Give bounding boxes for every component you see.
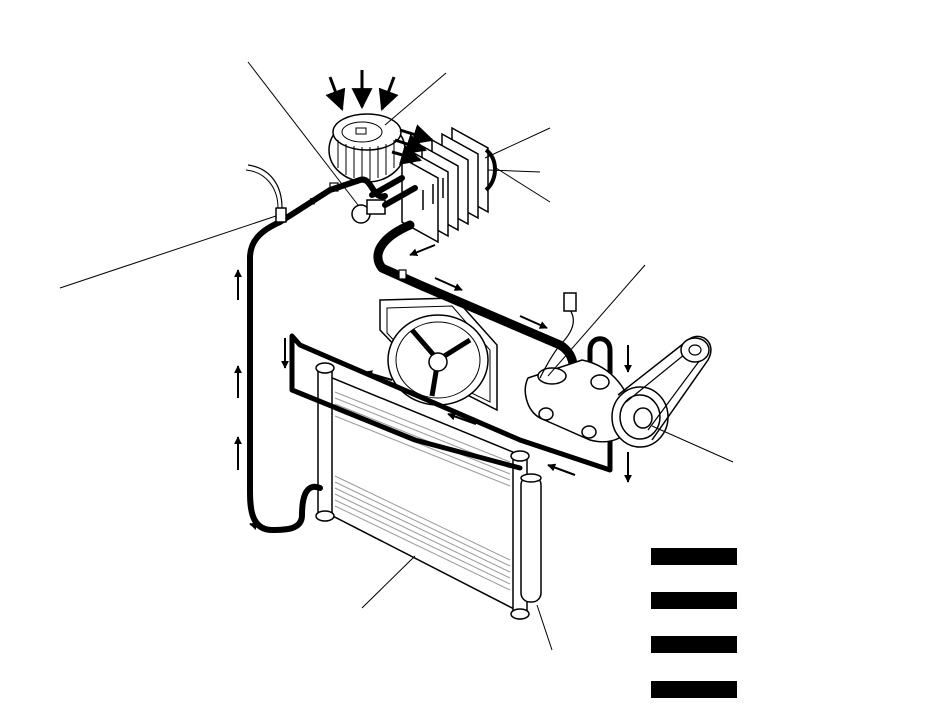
condenser-fan bbox=[379, 297, 498, 412]
legend-swatch-2 bbox=[651, 592, 737, 609]
evaporator-temperature-sensor bbox=[484, 148, 541, 192]
legend-swatch-1 bbox=[651, 548, 737, 565]
legend-swatch-4 bbox=[651, 681, 737, 698]
leader-receiver bbox=[536, 604, 553, 651]
legend-swatch-3 bbox=[651, 636, 737, 653]
leader-evaporator-sensor bbox=[495, 167, 551, 203]
callout-leaders bbox=[59, 61, 734, 651]
leader-condenser bbox=[361, 555, 416, 609]
receiver-dryer bbox=[520, 473, 542, 603]
evaporator bbox=[401, 126, 489, 244]
blower-motor bbox=[328, 113, 406, 183]
drive-belt bbox=[617, 335, 712, 441]
leader-evaporator bbox=[484, 127, 551, 159]
legend bbox=[651, 548, 737, 698]
leader-expansion-valve bbox=[247, 61, 359, 206]
leader-clutch bbox=[651, 425, 734, 463]
compressor bbox=[524, 292, 669, 448]
pressure-switch-cable bbox=[247, 164, 283, 209]
leader-compressor bbox=[547, 264, 646, 377]
leader-pressure-switch bbox=[59, 215, 277, 289]
leader-blower bbox=[384, 72, 447, 126]
flow-arrows bbox=[234, 70, 632, 533]
